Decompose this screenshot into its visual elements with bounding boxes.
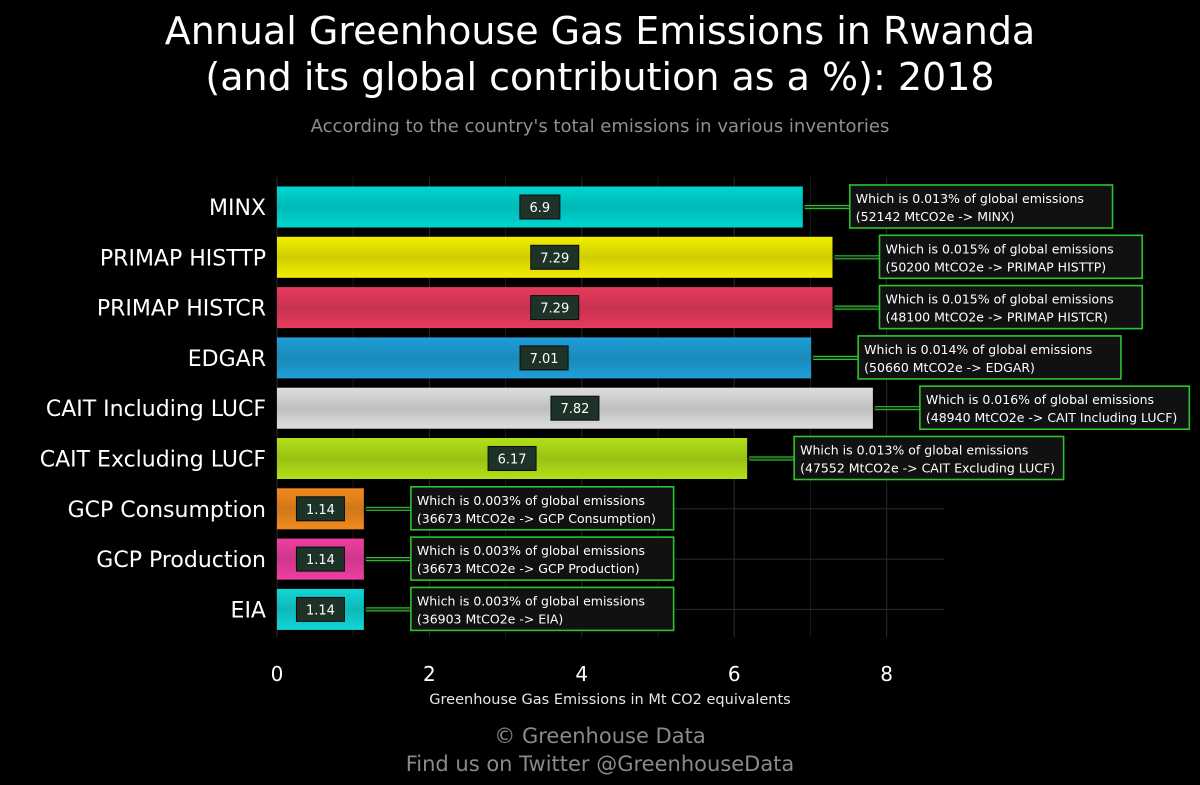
category-label: CAIT Including LUCF [46, 397, 266, 422]
value-label: 1.14 [306, 503, 335, 518]
category-label: PRIMAP HISTCR [97, 297, 266, 322]
axis-layer: MINX PRIMAP HISTTP PRIMAP HISTCR EDGAR CAIT … [40, 196, 893, 708]
annotation-line-source: (50660 MtCO2e -> EDGAR) [864, 360, 1035, 375]
category-label: GCP Production [96, 548, 266, 573]
annotation-box [857, 335, 1122, 380]
annotation-line-source: (36673 MtCO2e -> GCP Consumption) [417, 511, 656, 526]
category-label: EDGAR [188, 347, 266, 372]
chart-title: Annual Greenhouse Gas Emissions in Rwand… [0, 8, 1200, 100]
value-label: 1.14 [306, 553, 335, 568]
annotation-line-source: (50200 MtCO2e -> PRIMAP HISTTP) [885, 259, 1106, 274]
annotation-line-percent: Which is 0.003% of global emissions [417, 543, 645, 558]
category-label: MINX [209, 196, 266, 221]
value-label-box [295, 496, 345, 522]
annotation-box [848, 184, 1114, 229]
annotation-line-source: (47552 MtCO2e -> CAIT Excluding LUCF) [800, 461, 1055, 476]
annotation-box [878, 284, 1144, 330]
annotation-line-source: (52142 MtCO2e -> MINX) [856, 209, 1015, 224]
annotation-line-source: (36673 MtCO2e -> GCP Production) [417, 561, 640, 576]
value-label: 6.17 [498, 453, 527, 468]
value-label: 1.14 [306, 603, 335, 618]
annotation-line-percent: Which is 0.003% of global emissions [417, 593, 645, 608]
x-tick-label: 2 [423, 662, 436, 686]
annotation-line-percent: Which is 0.015% of global emissions [885, 292, 1113, 307]
category-label: CAIT Excluding LUCF [40, 448, 266, 473]
x-axis-label: Greenhouse Gas Emissions in Mt CO2 equiv… [429, 692, 790, 708]
category-label: PRIMAP HISTTP [100, 246, 266, 271]
value-label: 7.29 [540, 302, 569, 317]
value-label: 7.82 [560, 402, 589, 417]
value-label-box [550, 395, 600, 421]
value-label-box [530, 244, 580, 270]
annotation-line-percent: Which is 0.015% of global emissions [885, 241, 1113, 256]
annotation-box [878, 234, 1144, 280]
chart-subtitle: According to the country's total emissio… [310, 116, 890, 137]
bar-layer: 6.9 7.29 7.29 7.01 7.82 6.17 1.14 1.14 1.14 [277, 186, 873, 630]
annotation-layer: Which is 0.013% of global emissions (5214… [365, 184, 1191, 632]
chart-title-line-1: Annual Greenhouse Gas Emissions in Rwand… [164, 9, 1036, 53]
annotation-box [410, 586, 675, 632]
value-label-box [487, 446, 537, 471]
credit: © Greenhouse Data Find us on Twitter @Gr… [0, 722, 1200, 778]
annotation-line-percent: Which is 0.013% of global emissions [856, 191, 1084, 206]
x-tick-label: 8 [880, 662, 893, 686]
annotation-line-percent: Which is 0.014% of global emissions [864, 342, 1092, 357]
chart-title-line-2: (and its global contribution as a %): 20… [205, 55, 995, 99]
value-label: 7.01 [530, 352, 559, 367]
annotation-box [410, 536, 675, 581]
annotation-line-source: (48100 MtCO2e -> PRIMAP HISTCR) [885, 310, 1107, 325]
annotation-line-source: (36903 MtCO2e -> EIA) [417, 611, 563, 626]
value-label: 7.29 [540, 251, 569, 266]
credit-line-twitter: Find us on Twitter @GreenhouseData [405, 752, 795, 776]
x-tick-label: 6 [728, 662, 741, 686]
value-label-box [295, 596, 345, 622]
value-label: 6.9 [530, 201, 551, 216]
value-label-box [519, 345, 569, 371]
category-label: EIA [231, 598, 266, 623]
value-label-box [295, 546, 345, 572]
value-label-box [519, 194, 561, 220]
credit-line-copyright: © Greenhouse Data [494, 724, 706, 748]
annotation-box [919, 385, 1191, 431]
annotation-line-percent: Which is 0.016% of global emissions [926, 392, 1154, 407]
annotation-line-source: (48940 MtCO2e -> CAIT Including LUCF) [926, 410, 1177, 425]
x-tick-label: 0 [271, 662, 284, 686]
annotation-line-percent: Which is 0.013% of global emissions [800, 443, 1028, 458]
annotation-line-percent: Which is 0.003% of global emissions [417, 493, 645, 508]
annotation-box [410, 485, 675, 531]
category-label: GCP Consumption [68, 498, 266, 523]
x-tick-label: 4 [575, 662, 588, 686]
value-label-box [530, 295, 580, 321]
annotation-box [793, 435, 1065, 481]
